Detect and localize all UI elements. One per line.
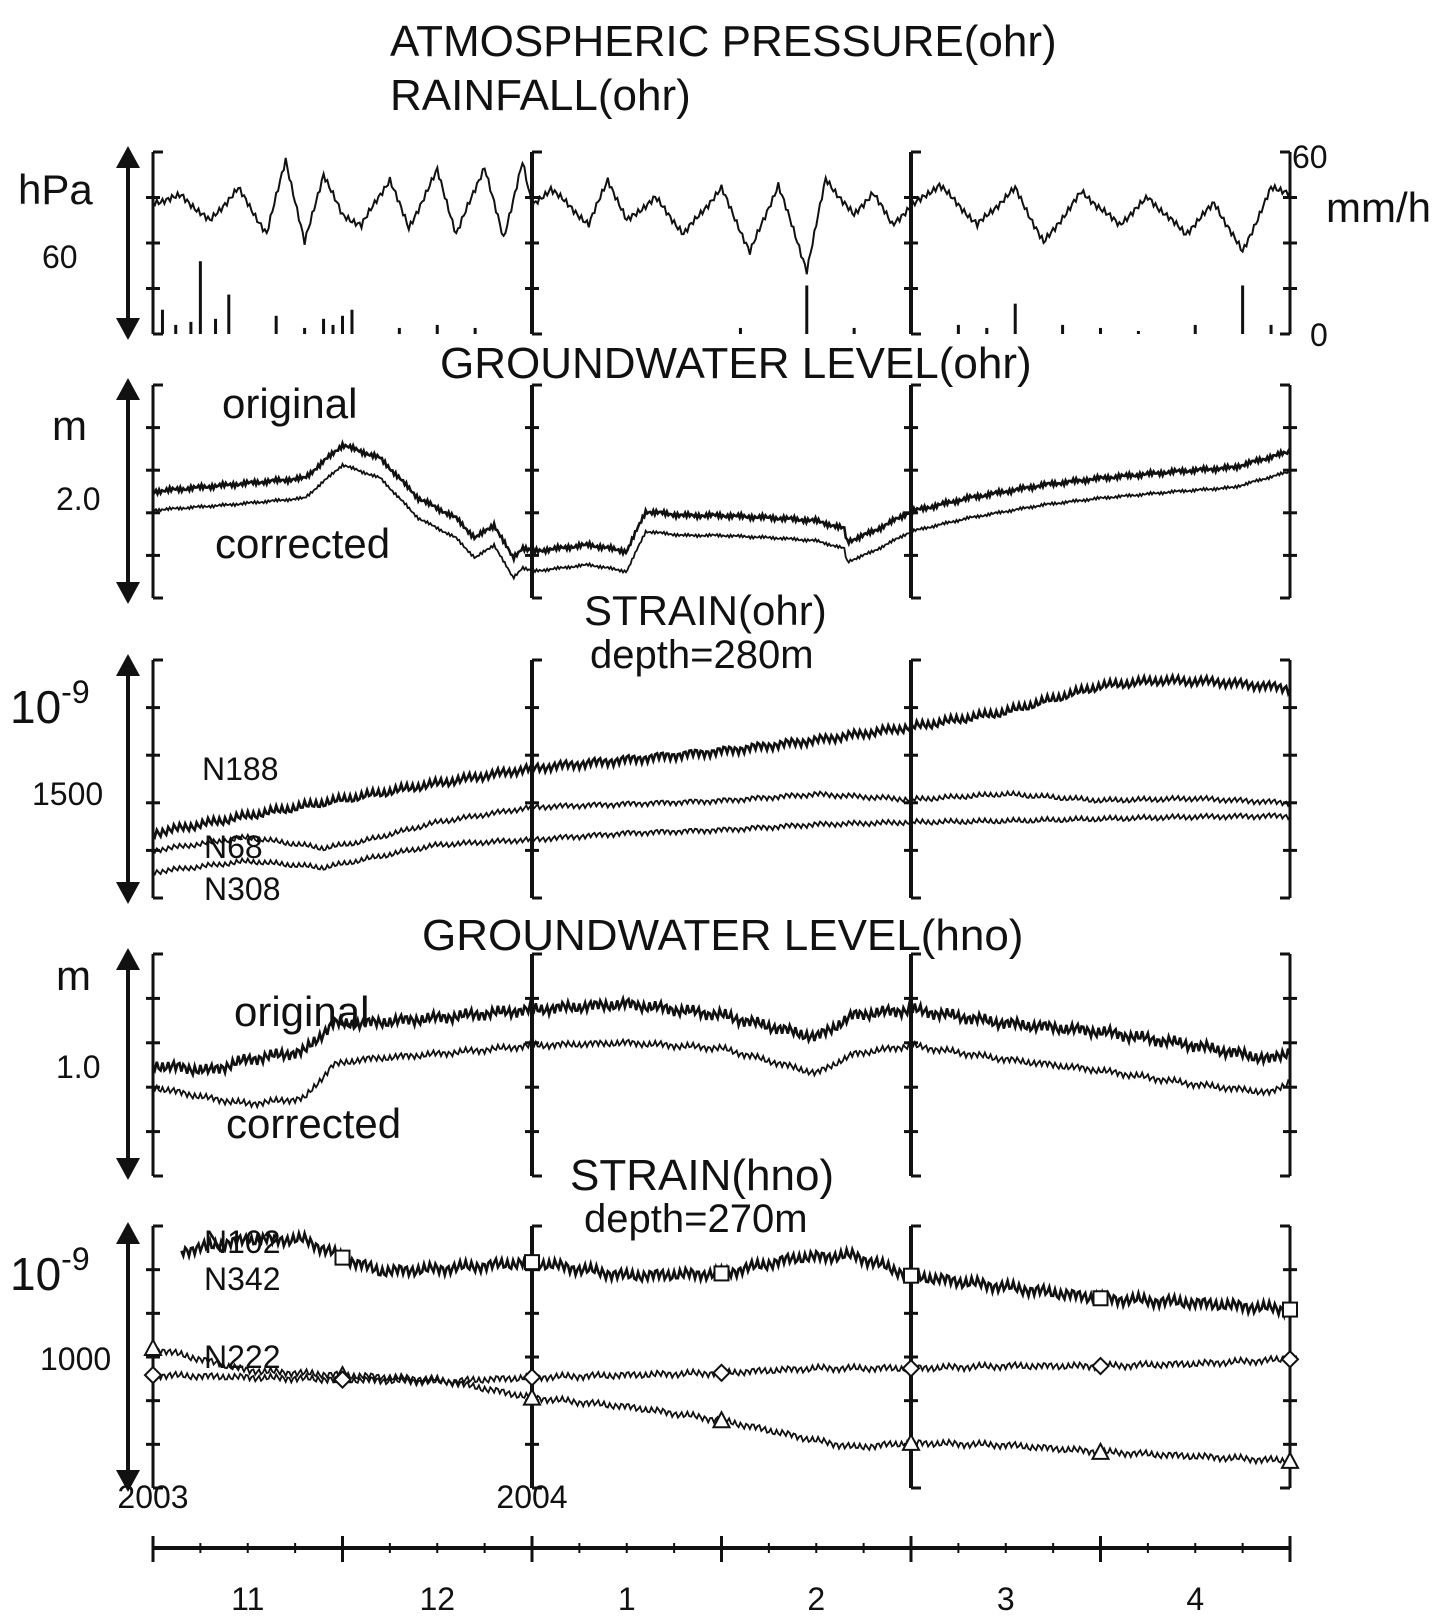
panel4-ylabel: m — [56, 952, 91, 999]
panel1-y2tick-top: 60 — [1292, 139, 1328, 175]
month-label: 11 — [231, 1581, 264, 1617]
marker-triangle-icon — [711, 1410, 732, 1429]
month-label: 4 — [1186, 1581, 1204, 1617]
series-line-original — [152, 439, 1292, 565]
marker-triangle-icon — [1280, 1450, 1300, 1469]
series-line-corrected — [152, 1037, 1291, 1110]
panel2-series-label-original: original — [222, 380, 357, 427]
month-label: 3 — [997, 1581, 1015, 1617]
marker-triangle-icon — [1090, 1441, 1111, 1460]
panel1-y2label: mm/h — [1326, 184, 1431, 231]
panel3-ytick-label: 1500 — [32, 776, 103, 812]
panel2-series-label-corrected: corrected — [215, 520, 390, 567]
panel2-ytick-label: 2.0 — [56, 481, 100, 517]
y-axis-arrow-down-icon — [116, 318, 140, 340]
marker-diamond-icon — [712, 1363, 731, 1383]
panel4-series-label-corrected: corrected — [226, 1100, 401, 1147]
panel4-title: GROUNDWATER LEVEL(hno) — [422, 911, 1023, 960]
panel5-subtitle: depth=270m — [584, 1197, 808, 1241]
panel5-ylabel: 10-9 — [10, 1241, 90, 1300]
y-axis-arrow-up-icon — [116, 948, 140, 970]
panel2-title: GROUNDWATER LEVEL(ohr) — [440, 339, 1032, 388]
y-axis-arrow-down-icon — [116, 1470, 140, 1492]
panel1-subtitle: RAINFALL(ohr) — [390, 71, 691, 120]
series-line-N68 — [152, 789, 1291, 855]
marker-diamond-icon — [1091, 1356, 1110, 1376]
marker-square-icon — [334, 1249, 351, 1266]
panel2-ylabel: m — [52, 402, 87, 449]
panel4-ytick-label: 1.0 — [56, 1049, 100, 1085]
marker-square-icon — [713, 1265, 730, 1282]
panel3-series-label-N308: N308 — [204, 871, 281, 907]
month-label: 12 — [419, 1581, 455, 1617]
series-line-N188 — [151, 671, 1292, 841]
panel5-title: STRAIN(hno) — [570, 1151, 834, 1200]
marker-diamond-icon — [1280, 1349, 1300, 1369]
panel4-series-label-original: original — [234, 988, 369, 1035]
y-axis-arrow-up-icon — [116, 146, 140, 168]
panel5-ytick-label: 1000 — [40, 1341, 111, 1377]
marker-diamond-icon — [333, 1370, 352, 1390]
year-label: 2003 — [117, 1479, 188, 1515]
y-axis-arrow-down-icon — [116, 582, 140, 604]
series-line-N308 — [152, 811, 1291, 876]
marker-square-icon — [1092, 1290, 1109, 1307]
month-label: 2 — [807, 1581, 825, 1617]
y-axis-arrow-up-icon — [116, 1222, 140, 1244]
y-axis-arrow-down-icon — [116, 882, 140, 904]
panel1-y2tick-bottom: 0 — [1310, 317, 1328, 353]
panel5-series-label-N342: N342 — [204, 1261, 281, 1297]
marker-diamond-icon — [901, 1358, 921, 1378]
panel3-ylabel: 10-9 — [10, 674, 90, 733]
panel1-title: ATMOSPHERIC PRESSURE(ohr) — [390, 17, 1057, 66]
pressure-line — [152, 157, 1291, 275]
panel1-ytick-label: 60 — [42, 239, 78, 275]
y-axis-arrow-up-icon — [116, 654, 140, 676]
series-line-corrected — [152, 461, 1291, 581]
y-axis-arrow-up-icon — [116, 378, 140, 400]
y-axis-arrow-down-icon — [116, 1158, 140, 1180]
panel1-ylabel: hPa — [18, 166, 93, 213]
series-line-N102 — [180, 1228, 1292, 1321]
marker-triangle-icon — [143, 1337, 163, 1356]
marker-triangle-icon — [901, 1432, 921, 1451]
marker-square-icon — [524, 1254, 540, 1271]
panel3-subtitle: depth=280m — [590, 633, 814, 677]
year-label: 2004 — [496, 1479, 567, 1515]
panel3-title: STRAIN(ohr) — [584, 587, 827, 634]
marker-square-icon — [1282, 1301, 1298, 1318]
marker-diamond-icon — [143, 1365, 163, 1385]
panel3-series-label-N188: N188 — [202, 751, 279, 787]
month-label: 1 — [618, 1581, 636, 1617]
marker-diamond-icon — [522, 1367, 542, 1387]
marker-triangle-icon — [522, 1387, 542, 1406]
marker-square-icon — [903, 1267, 919, 1284]
series-line-original — [151, 994, 1292, 1079]
